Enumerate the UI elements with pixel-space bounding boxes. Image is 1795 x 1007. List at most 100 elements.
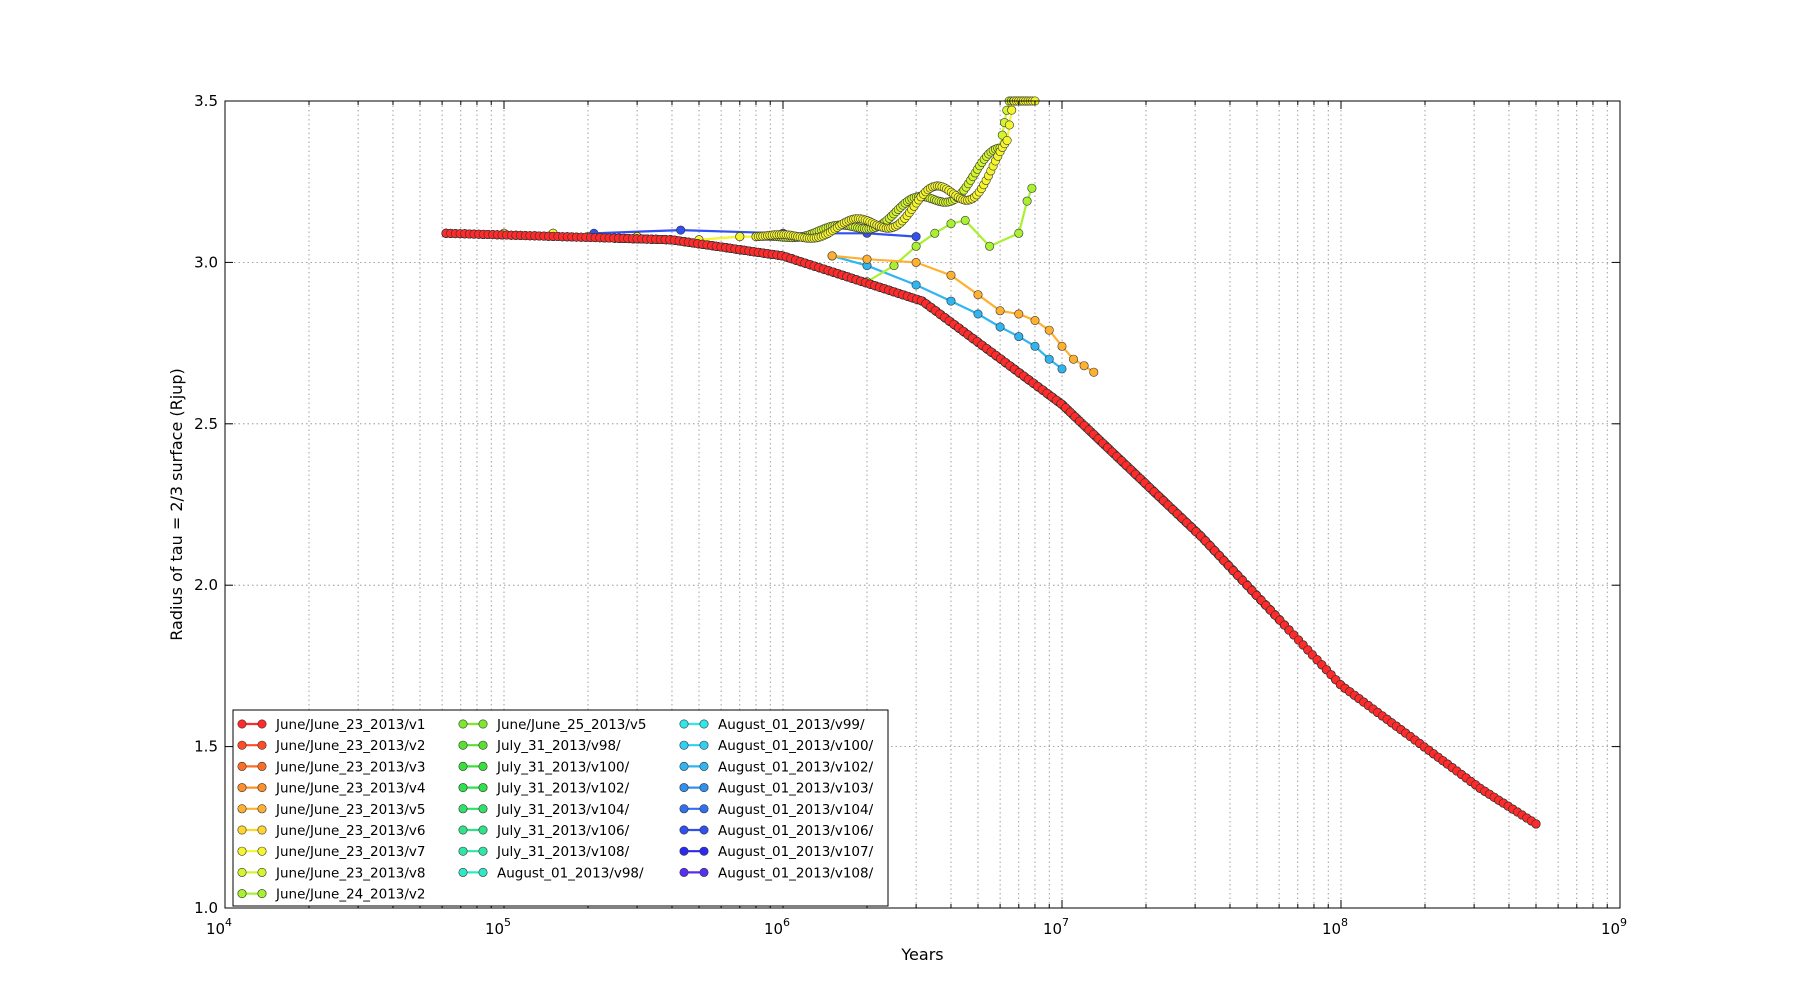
legend-marker <box>478 719 488 729</box>
series-line <box>504 99 1028 241</box>
legend-item: August_01_2013/v103/ <box>679 781 874 797</box>
data-point <box>973 290 983 300</box>
legend-item: June/June_25_2013/v5 <box>458 717 647 733</box>
legend-marker <box>699 761 709 771</box>
y-tick-label: 2.0 <box>194 576 218 594</box>
x-tick-label: 109 <box>1601 916 1627 938</box>
data-point <box>946 270 956 280</box>
legend-marker <box>257 867 267 877</box>
series-line <box>866 187 1033 283</box>
y-tick-label: 3.0 <box>194 253 218 271</box>
legend-item: August_01_2013/v104/ <box>679 802 874 818</box>
legend-item: June/June_23_2013/v2 <box>237 738 426 754</box>
legend-item: June/June_23_2013/v6 <box>237 823 426 839</box>
series-line <box>614 237 1063 406</box>
series-august-01-2013-v103- <box>610 233 1067 409</box>
legend-marker <box>257 761 267 771</box>
legend-marker <box>478 783 488 793</box>
x-tick-label: 106 <box>764 916 790 938</box>
series-august-01-2013-v100- <box>610 233 1067 409</box>
y-tick-label: 3.5 <box>194 92 218 110</box>
ticks: 104 105 106 107 108 109 1.0 1.5 2.0 2.5 3.0 3.5 <box>194 92 1627 938</box>
legend-item: June/June_23_2013/v4 <box>237 781 426 797</box>
series-line <box>504 99 1035 241</box>
data-point <box>1022 196 1032 206</box>
legend-item: August_01_2013/v98/ <box>458 865 644 881</box>
series-line <box>614 237 1063 406</box>
data-point <box>1531 819 1541 829</box>
legend-marker <box>478 846 488 856</box>
data-point <box>1007 105 1017 115</box>
data-point <box>985 241 995 251</box>
legend-label: June/June_23_2013/v6 <box>275 823 426 839</box>
legend-marker <box>237 761 247 771</box>
legend-label: June/June_24_2013/v2 <box>275 887 426 903</box>
series-august-01-2013-v99- <box>610 233 1067 409</box>
legend-label: June/June_23_2013/v8 <box>275 865 426 881</box>
data-point <box>995 322 1005 332</box>
legend-marker <box>699 804 709 814</box>
series-august-01-2013-v107- <box>610 233 1067 409</box>
data-point <box>1030 341 1040 351</box>
data-point <box>1030 315 1040 325</box>
legend-marker <box>679 740 689 750</box>
series-line <box>614 237 1063 406</box>
legend-label: August_01_2013/v104/ <box>718 802 874 818</box>
legend-marker <box>237 867 247 877</box>
legend-item: August_01_2013/v100/ <box>679 738 874 754</box>
legend-item: July_31_2013/v106/ <box>458 823 630 839</box>
legend-marker <box>679 719 689 729</box>
x-tick-label: 105 <box>485 916 511 938</box>
legend-marker <box>237 740 247 750</box>
legend-marker <box>478 825 488 835</box>
legend-label: June/June_23_2013/v5 <box>275 802 426 818</box>
legend-label: June/June_23_2013/v7 <box>275 844 426 860</box>
legend-marker <box>679 846 689 856</box>
data-point <box>930 228 940 238</box>
series-line <box>614 237 1063 406</box>
series-august-01-2013-v98- <box>610 233 1067 409</box>
legend-item: June/June_24_2013/v2 <box>237 887 426 903</box>
legend-marker <box>699 867 709 877</box>
data-point <box>1057 341 1067 351</box>
y-tick-label: 1.0 <box>194 899 218 917</box>
data-point <box>1014 332 1024 342</box>
data-point <box>676 225 686 235</box>
legend-item: August_01_2013/v106/ <box>679 823 874 839</box>
series-june-june-23-2013-v1 <box>441 228 1541 829</box>
legend-label: August_01_2013/v100/ <box>718 738 874 754</box>
legend-item: July_31_2013/v108/ <box>458 844 630 860</box>
legend-marker <box>699 783 709 793</box>
legend-marker <box>478 867 488 877</box>
legend-label: August_01_2013/v103/ <box>718 781 874 797</box>
series-line <box>614 237 1063 406</box>
legend-label: June/June_23_2013/v4 <box>275 781 426 797</box>
data-point <box>862 254 872 264</box>
data-point <box>946 296 956 306</box>
legend-item: June/June_23_2013/v7 <box>237 844 426 860</box>
data-point <box>1014 309 1024 319</box>
data-point <box>889 261 899 271</box>
legend-marker <box>458 719 468 729</box>
data-point <box>911 241 921 251</box>
y-axis-label: Radius of tau = 2/3 surface (Rjup) <box>167 368 186 640</box>
legend-marker <box>679 804 689 814</box>
legend-label: June/June_23_2013/v2 <box>275 738 426 754</box>
legend-marker <box>237 804 247 814</box>
legend-label: August_01_2013/v99/ <box>718 717 865 733</box>
data-point <box>1027 183 1037 193</box>
legend-item: June/June_23_2013/v5 <box>237 802 426 818</box>
legend-label: July_31_2013/v108/ <box>496 844 630 860</box>
data-point <box>973 309 983 319</box>
legend-marker <box>458 804 468 814</box>
legend-item: July_31_2013/v100/ <box>458 759 630 775</box>
legend: June/June_23_2013/v1 June/June_23_2013/v2… <box>232 709 889 907</box>
legend-marker <box>257 740 267 750</box>
legend-marker <box>679 867 689 877</box>
legend-label: August_01_2013/v106/ <box>718 823 874 839</box>
legend-item: August_01_2013/v99/ <box>679 717 865 733</box>
series-line <box>614 237 1063 406</box>
data-point <box>735 232 745 242</box>
legend-marker <box>237 783 247 793</box>
